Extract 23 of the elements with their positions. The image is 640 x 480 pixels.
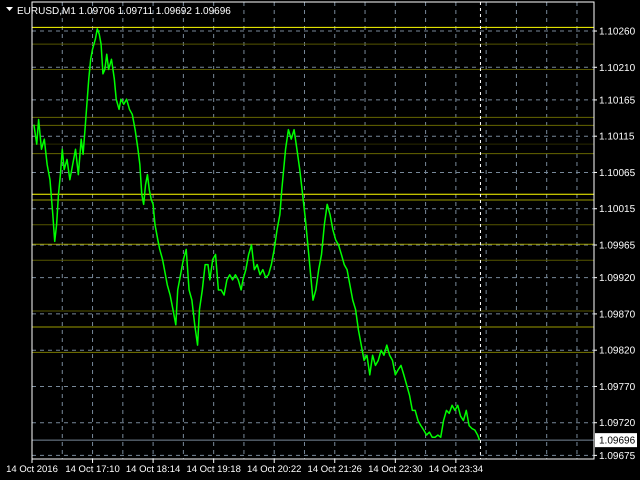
y-tick-label: 1.10260 — [599, 26, 636, 38]
y-tick-label: 1.10210 — [599, 62, 636, 74]
x-tick-label: 14 Oct 17:10 — [65, 464, 120, 475]
x-tick-label: 14 Oct 21:26 — [308, 464, 362, 475]
x-tick-label: 14 Oct 19:18 — [186, 464, 241, 475]
y-tick-label: 1.09870 — [599, 309, 636, 320]
x-tick-label: 14 Oct 18:14 — [126, 464, 180, 475]
y-tick-label: 1.09675 — [599, 450, 636, 462]
y-tick-label: 1.09770 — [599, 382, 636, 393]
y-tick-label: 1.10165 — [599, 95, 636, 106]
x-tick-label: 14 Oct 22:30 — [368, 464, 423, 475]
y-tick-label: 1.09965 — [599, 240, 636, 252]
y-tick-label: 1.09720 — [599, 418, 636, 430]
x-tick-label: 14 Oct 2016 — [6, 464, 58, 475]
x-tick-label: 14 Oct 23:34 — [428, 464, 484, 475]
y-tick-label: 1.10015 — [599, 204, 636, 216]
y-tick-label: 1.10065 — [599, 168, 636, 179]
y-tick-label: 1.09920 — [599, 273, 636, 284]
ref-line-label: 1.09696 — [599, 436, 636, 447]
y-tick-label: 1.10115 — [599, 132, 635, 143]
y-tick-label: 1.09820 — [599, 346, 636, 357]
x-tick-label: 14 Oct 20:22 — [247, 464, 302, 475]
line-series — [33, 28, 480, 441]
